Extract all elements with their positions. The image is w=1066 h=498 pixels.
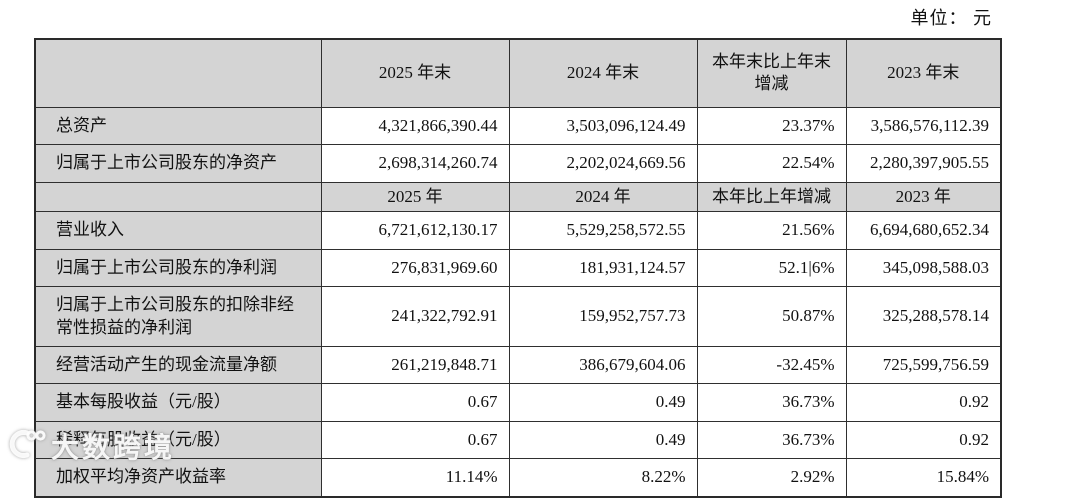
cell-value: 276,831,969.60 xyxy=(320,248,510,288)
header-label-cell xyxy=(34,181,322,213)
cell-value: 261,219,848.71 xyxy=(320,345,510,385)
cell-value: 2,280,397,905.55 xyxy=(845,144,1002,183)
cell-value: 52.1|6% xyxy=(696,248,847,288)
year-column-header: 2024 年 xyxy=(508,181,698,213)
table-row: 经营活动产生的现金流量净额 261,219,848.71 386,679,604.0… xyxy=(34,345,1002,385)
cell-value: 0.92 xyxy=(845,383,1002,422)
financial-summary-table: 2025 年末 2024 年末 本年末比上年末增减 2023 年末 总资产 4,321,8… xyxy=(34,38,1002,498)
cell-value: 8.22% xyxy=(508,458,698,498)
cell-value: 241,322,792.91 xyxy=(320,286,510,347)
cell-value: 3,503,096,124.49 xyxy=(508,106,698,146)
row-label: 营业收入 xyxy=(34,211,322,250)
row-label: 总资产 xyxy=(34,106,322,146)
cell-value: 181,931,124.57 xyxy=(508,248,698,288)
year-column-header: 本年末比上年末增减 xyxy=(696,38,847,108)
table-row: 总资产 4,321,866,390.44 3,503,096,124.49 23.37… xyxy=(34,106,1002,146)
financial-table-body: 2025 年末 2024 年末 本年末比上年末增减 2023 年末 总资产 4,321,8… xyxy=(34,38,1002,498)
header-label-cell xyxy=(34,38,322,108)
table-row: 归属于上市公司股东的扣除非经常性损益的净利润 241,322,792.91 159,… xyxy=(34,286,1002,347)
cell-value: 2,698,314,260.74 xyxy=(320,144,510,183)
cell-value: 159,952,757.73 xyxy=(508,286,698,347)
year-column-header: 2025 年 xyxy=(320,181,510,213)
cell-value: 2.92% xyxy=(696,458,847,498)
year-column-header: 2025 年末 xyxy=(320,38,510,108)
row-label: 基本每股收益（元/股） xyxy=(34,383,322,422)
cell-value: 386,679,604.06 xyxy=(508,345,698,385)
cell-value: 4,321,866,390.44 xyxy=(320,106,510,146)
cell-value: 0.49 xyxy=(508,420,698,460)
row-label: 归属于上市公司股东的净利润 xyxy=(34,248,322,288)
cell-value: 0.67 xyxy=(320,420,510,460)
row-label: 经营活动产生的现金流量净额 xyxy=(34,345,322,385)
cell-value: 2,202,024,669.56 xyxy=(508,144,698,183)
cell-value: 3,586,576,112.39 xyxy=(845,106,1002,146)
cell-value: 15.84% xyxy=(845,458,1002,498)
cell-value: -32.45% xyxy=(696,345,847,385)
cell-value: 22.54% xyxy=(696,144,847,183)
year-column-header: 2023 年末 xyxy=(845,38,1002,108)
year-column-header: 本年比上年增减 xyxy=(696,181,847,213)
table-header-row: 2025 年末 2024 年末 本年末比上年末增减 2023 年末 xyxy=(34,38,1002,108)
cell-value: 345,098,588.03 xyxy=(845,248,1002,288)
unit-label: 单位： 元 xyxy=(910,8,992,28)
row-label: 归属于上市公司股东的扣除非经常性损益的净利润 xyxy=(34,286,322,347)
year-column-header: 2023 年 xyxy=(845,181,1002,213)
row-label: 归属于上市公司股东的净资产 xyxy=(34,144,322,183)
cell-value: 725,599,756.59 xyxy=(845,345,1002,385)
cell-value: 6,694,680,652.34 xyxy=(845,211,1002,250)
cell-value: 36.73% xyxy=(696,420,847,460)
cell-value: 0.92 xyxy=(845,420,1002,460)
cell-value: 6,721,612,130.17 xyxy=(320,211,510,250)
cell-value: 325,288,578.14 xyxy=(845,286,1002,347)
cell-value: 50.87% xyxy=(696,286,847,347)
cell-value: 5,529,258,572.55 xyxy=(508,211,698,250)
table-row: 归属于上市公司股东的净资产 2,698,314,260.74 2,202,024,6… xyxy=(34,144,1002,183)
table-row: 归属于上市公司股东的净利润 276,831,969.60 181,931,124.5… xyxy=(34,248,1002,288)
table-header-row: 2025 年 2024 年本年比上年增减 2023 年 xyxy=(34,181,1002,213)
cell-value: 21.56% xyxy=(696,211,847,250)
year-column-header: 2024 年末 xyxy=(508,38,698,108)
cell-value: 23.37% xyxy=(696,106,847,146)
table-row: 营业收入 6,721,612,130.17 5,529,258,572.55 21.5… xyxy=(34,211,1002,250)
table-row: 稀释每股收益（元/股） 0.67 0.49 36.73% 0.92 xyxy=(34,420,1002,460)
row-label: 稀释每股收益（元/股） xyxy=(34,420,322,460)
cell-value: 36.73% xyxy=(696,383,847,422)
table-row: 加权平均净资产收益率 11.14% 8.22% 2.92% 15.84% xyxy=(34,458,1002,498)
row-label: 加权平均净资产收益率 xyxy=(34,458,322,498)
cell-value: 0.67 xyxy=(320,383,510,422)
table-row: 基本每股收益（元/股） 0.67 0.49 36.73% 0.92 xyxy=(34,383,1002,422)
cell-value: 11.14% xyxy=(320,458,510,498)
cell-value: 0.49 xyxy=(508,383,698,422)
